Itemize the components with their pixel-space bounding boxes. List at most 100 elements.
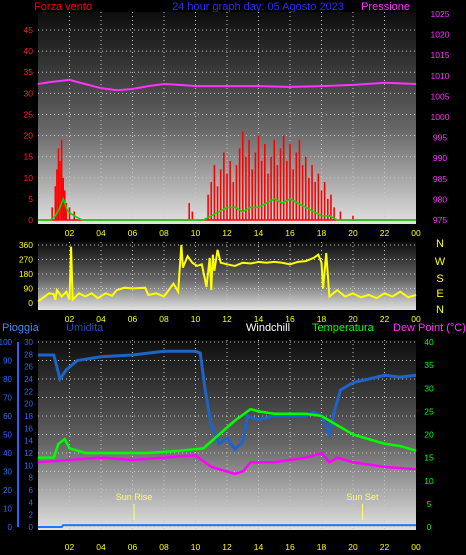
temperature-tick-label: 0 [427, 522, 432, 532]
humidity-line [38, 349, 417, 452]
temperature-tick-label: 10 [424, 476, 434, 486]
direction-tick-label: 90 [24, 284, 34, 294]
wind-speed-axis-title: Forza vento [34, 1, 92, 13]
x-tick-label: 06 [128, 314, 138, 324]
humidity-tick-label: 60 [3, 412, 12, 421]
wind-speed-tick-label: 15 [24, 152, 34, 162]
x-tick-label: 08 [159, 542, 169, 552]
humidity-tick-label: 90 [3, 357, 12, 366]
windchill-legend: Windchill [246, 322, 290, 334]
x-tick-label: 10 [191, 228, 201, 238]
wind-gust-line [38, 196, 416, 221]
pressure-tick-label: 1000 [431, 112, 450, 122]
dewpoint-legend: Dew Point (°C) [393, 322, 466, 334]
pressure-tick-label: 995 [433, 133, 447, 143]
x-tick-label: 20 [348, 228, 358, 238]
x-tick-label: 20 [348, 542, 358, 552]
compass-label: W [435, 256, 446, 268]
rain-line [38, 524, 416, 528]
x-tick-label: 14 [254, 542, 264, 552]
rain-tick-label: 6 [29, 486, 34, 495]
humidity-tick-label: 0 [8, 523, 13, 532]
x-tick-label: 08 [159, 314, 169, 324]
sunset-label: Sun Set [346, 492, 379, 502]
temperature-tick-label: 25 [424, 406, 434, 416]
sunrise-label: Sun Rise [116, 492, 153, 502]
humidity-tick-label: 100 [0, 338, 13, 347]
x-tick-label: 12 [222, 314, 232, 324]
pressure-tick-label: 1005 [431, 91, 450, 101]
x-tick-label: 00 [411, 314, 421, 324]
temperature-tick-label: 5 [427, 499, 432, 509]
rain-tick-label: 18 [24, 412, 33, 421]
wind-speed-tick-label: 10 [24, 173, 34, 183]
temperature-line [38, 407, 417, 459]
rain-tick-label: 10 [24, 461, 33, 470]
compass-label: E [436, 288, 443, 300]
wind-speed-tick-label: 45 [24, 25, 34, 35]
wind-speed-tick-label: 40 [24, 46, 34, 56]
chart-date-title: 24 hour graph day: 05 Agosto 2023 [172, 1, 344, 13]
pressure-tick-label: 975 [433, 215, 447, 225]
pressure-tick-label: 1020 [431, 30, 450, 40]
pressure-tick-label: 1010 [431, 71, 450, 81]
wind-speed-tick-label: 30 [24, 88, 34, 98]
direction-tick-label: 270 [19, 255, 33, 265]
rain-tick-label: 14 [24, 437, 33, 446]
rain-tick-label: 16 [24, 424, 33, 433]
x-tick-label: 00 [411, 542, 421, 552]
compass-label: N [436, 304, 444, 316]
wind-speed-tick-label: 0 [28, 215, 33, 225]
pressure-tick-label: 990 [433, 153, 447, 163]
x-tick-label: 12 [222, 228, 232, 238]
temperature-tick-label: 20 [424, 430, 434, 440]
x-tick-label: 18 [317, 228, 327, 238]
x-tick-label: 22 [380, 228, 390, 238]
pressure-line [37, 78, 417, 92]
wind-direction-panel [38, 242, 416, 310]
humidity-tick-label: 10 [3, 505, 12, 514]
x-tick-label: 04 [96, 542, 106, 552]
x-tick-label: 02 [65, 228, 75, 238]
rain-tick-label: 30 [24, 338, 33, 347]
x-tick-label: 00 [411, 228, 421, 238]
x-tick-label: 14 [254, 228, 264, 238]
x-tick-label: 06 [128, 542, 138, 552]
wind-speed-tick-label: 35 [24, 67, 34, 77]
x-tick-label: 18 [317, 542, 327, 552]
pressure-tick-label: 985 [433, 174, 447, 184]
direction-tick-label: 360 [19, 240, 33, 250]
temperature-tick-label: 35 [424, 360, 434, 370]
rain-tick-label: 8 [29, 474, 34, 483]
x-tick-label: 20 [348, 314, 358, 324]
x-tick-label: 10 [191, 542, 201, 552]
x-tick-label: 22 [380, 542, 390, 552]
compass-label: S [436, 273, 443, 285]
humidity-tick-label: 80 [3, 375, 12, 384]
x-tick-label: 16 [285, 314, 295, 324]
x-tick-label: 12 [222, 542, 232, 552]
x-tick-label: 14 [254, 314, 264, 324]
rain-tick-label: 0 [29, 523, 34, 532]
x-tick-label: 22 [380, 314, 390, 324]
humidity-tick-label: 50 [3, 431, 12, 440]
compass-label: N [436, 238, 444, 250]
temperature-legend: Temperatura [312, 322, 375, 334]
x-tick-label: 06 [128, 228, 138, 238]
pressure-tick-label: 980 [433, 194, 447, 204]
x-tick-label: 02 [65, 542, 75, 552]
x-tick-label: 18 [317, 314, 327, 324]
humidity-tick-label: 40 [3, 449, 12, 458]
temperature-tick-label: 40 [424, 337, 434, 347]
direction-tick-label: 0 [28, 298, 33, 308]
dewpoint-line [37, 451, 417, 476]
rain-tick-label: 2 [29, 511, 34, 520]
x-tick-label: 16 [285, 542, 295, 552]
humidity-axis-title: Umidita [66, 322, 104, 334]
temperature-tick-label: 30 [424, 383, 434, 393]
wind-speed-tick-label: 20 [24, 131, 34, 141]
wind-speed-tick-label: 5 [28, 194, 33, 204]
rain-tick-label: 28 [24, 350, 33, 359]
x-tick-label: 02 [65, 314, 75, 324]
